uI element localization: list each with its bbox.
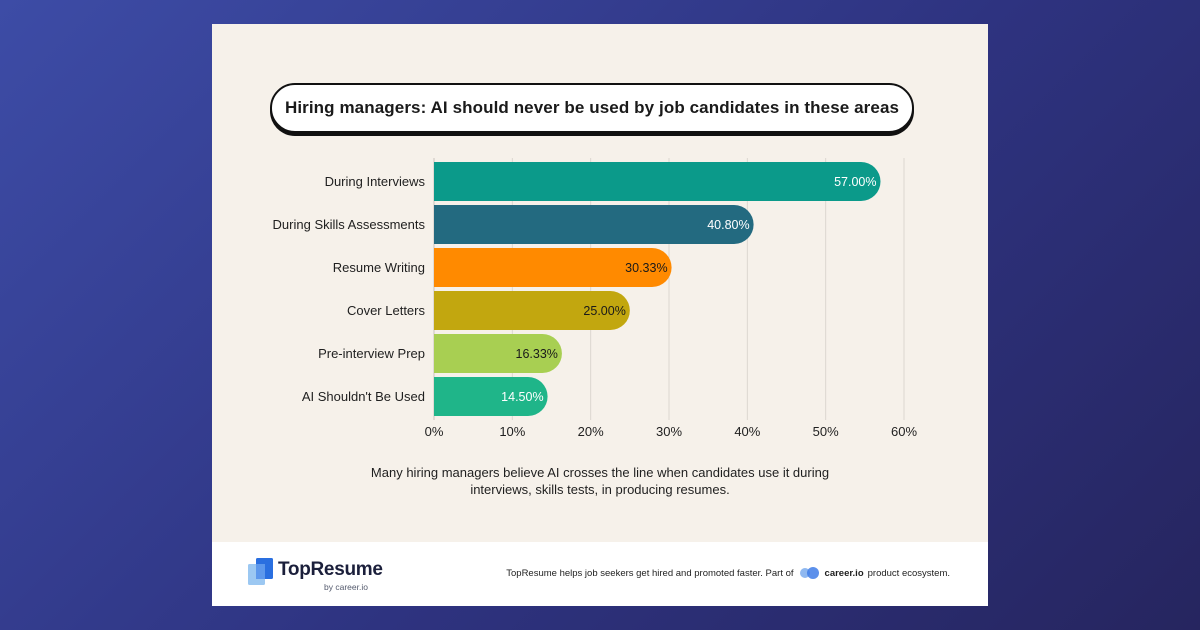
- x-tick-label: 30%: [656, 424, 682, 439]
- infographic-card: During Interviews 57.00% During Skills Ass…: [212, 24, 988, 606]
- chart-title: Hiring managers: AI should never be used…: [270, 83, 914, 133]
- bar: [434, 205, 754, 244]
- data-label: 14.50%: [501, 390, 543, 404]
- x-tick-label: 50%: [813, 424, 839, 439]
- category-label: Cover Letters: [347, 303, 426, 318]
- x-tick-label: 20%: [578, 424, 604, 439]
- data-label: 30.33%: [625, 261, 667, 275]
- footer: TopResume by career.io TopResume helps j…: [212, 542, 988, 606]
- data-label: 57.00%: [834, 175, 876, 189]
- x-tick-label: 0%: [425, 424, 444, 439]
- data-label: 25.00%: [583, 304, 625, 318]
- bar: [434, 291, 630, 330]
- x-tick-label: 10%: [499, 424, 525, 439]
- tagline-text: TopResume helps job seekers get hired an…: [506, 567, 794, 579]
- data-label: 40.80%: [707, 218, 749, 232]
- brand-name: TopResume: [278, 559, 383, 580]
- category-label: During Skills Assessments: [273, 217, 426, 232]
- bar: [434, 334, 562, 373]
- careerio-logo-icon: [799, 567, 820, 579]
- chart-note: Many hiring managers believe AI crosses …: [370, 465, 830, 497]
- category-label: Pre-interview Prep: [318, 346, 425, 361]
- category-label: During Interviews: [325, 174, 426, 189]
- brand-sub: by career.io: [324, 582, 368, 592]
- x-tick-label: 60%: [891, 424, 917, 439]
- bar-chart: During Interviews 57.00% During Skills Ass…: [273, 158, 917, 439]
- category-label: Resume Writing: [333, 260, 425, 275]
- x-tick-label: 40%: [734, 424, 760, 439]
- footer-tagline: TopResume helps job seekers get hired an…: [506, 567, 950, 579]
- bar: [434, 377, 548, 416]
- bar: [434, 248, 672, 287]
- data-label: 16.33%: [516, 347, 558, 361]
- bar: [434, 162, 881, 201]
- category-label: AI Shouldn't Be Used: [302, 389, 425, 404]
- topresume-logo-icon: [248, 558, 273, 585]
- partner-name: career.io: [824, 567, 864, 579]
- tagline-end: product ecosystem.: [867, 567, 950, 579]
